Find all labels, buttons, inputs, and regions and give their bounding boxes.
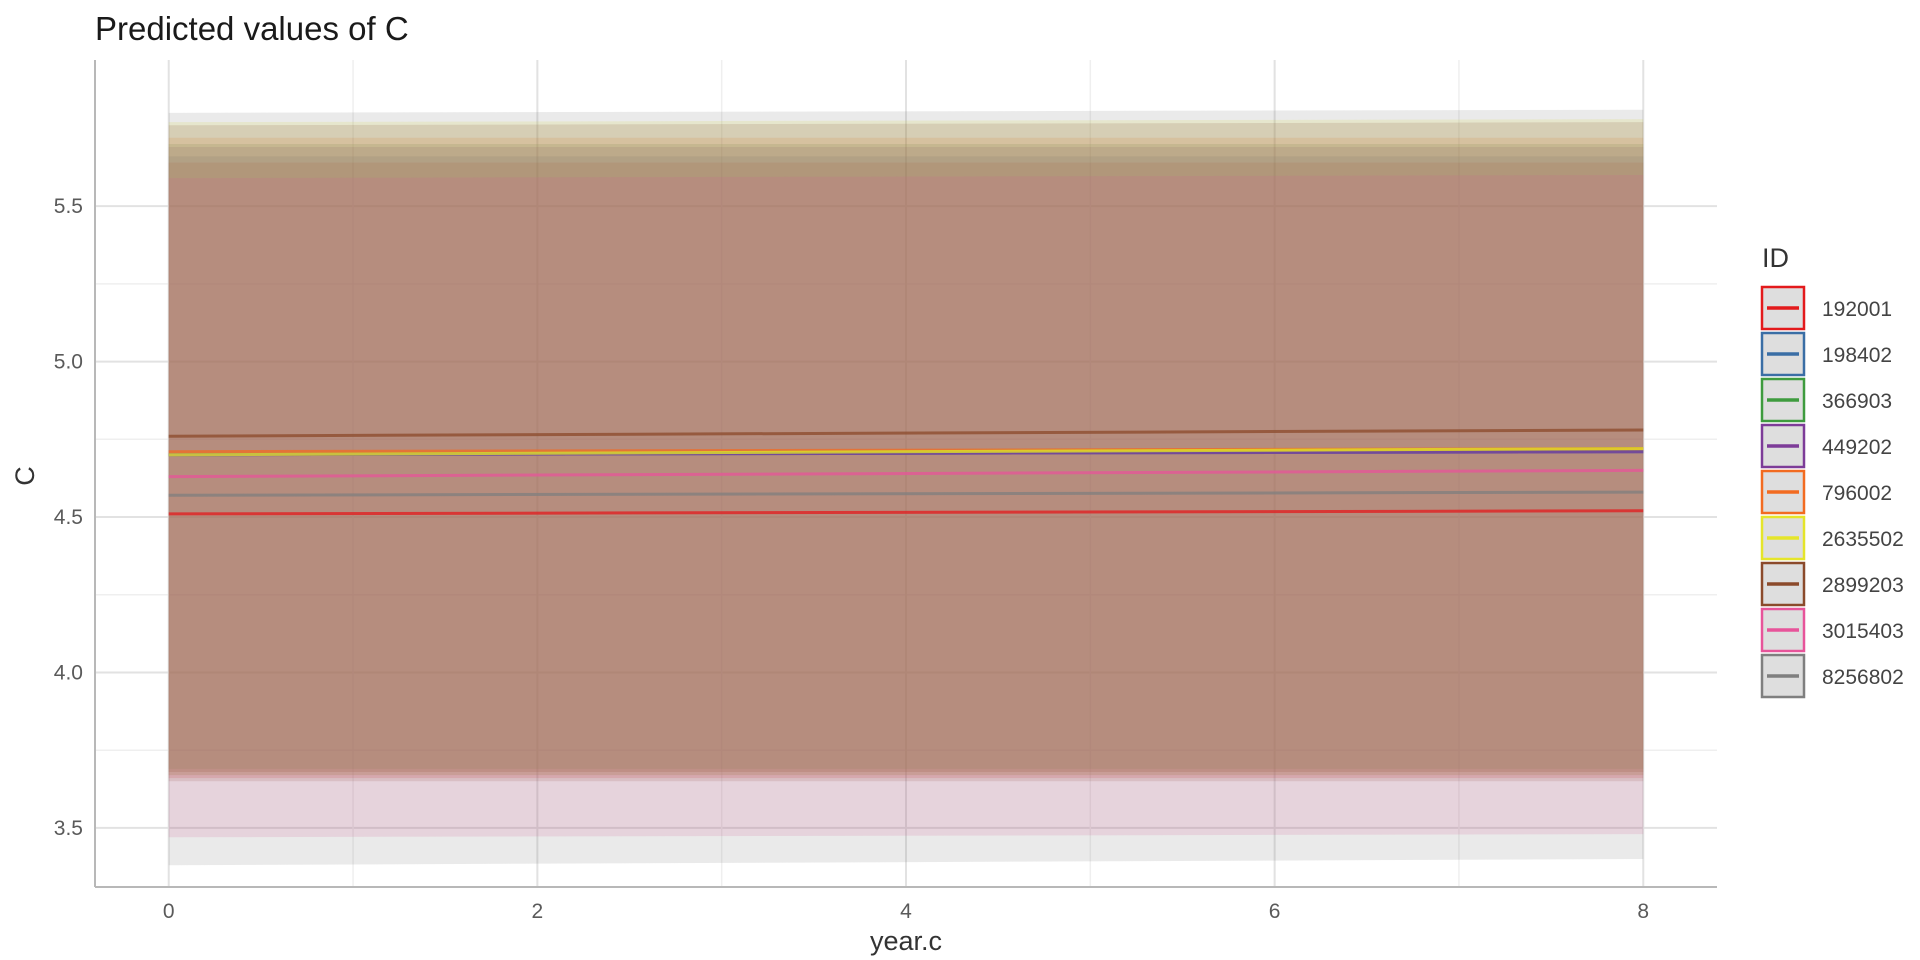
y-axis-label: C bbox=[10, 466, 40, 486]
y-tick-label: 5.0 bbox=[54, 351, 83, 374]
line-2635502 bbox=[168, 447, 1644, 457]
ribbon-192001 bbox=[168, 162, 1644, 779]
legend-item-3015403: 3015403 bbox=[1760, 607, 1904, 653]
ribbon-449202 bbox=[168, 147, 1644, 776]
ribbon-366903 bbox=[168, 143, 1644, 769]
x-tick-label: 6 bbox=[1269, 900, 1281, 923]
legend-label: 198402 bbox=[1822, 344, 1892, 367]
line-192001 bbox=[168, 509, 1644, 516]
y-tick-label: 4.0 bbox=[54, 661, 83, 684]
ribbon-2635502 bbox=[168, 119, 1644, 776]
y-tick-label: 3.5 bbox=[54, 817, 83, 840]
line-8256802 bbox=[168, 490, 1644, 497]
legend-title: ID bbox=[1762, 243, 1789, 273]
legend: ID 192001 198402 366903 449202 796002 2635502… bbox=[1760, 243, 1904, 699]
legend-item-2899203: 2899203 bbox=[1760, 561, 1904, 607]
legend-item-192001: 192001 bbox=[1760, 285, 1892, 331]
line-3015403 bbox=[168, 468, 1644, 479]
ribbon-8256802 bbox=[168, 109, 1644, 866]
confidence-ribbons bbox=[168, 109, 1644, 866]
ribbon-3015403 bbox=[168, 175, 1644, 838]
legend-item-198402: 198402 bbox=[1760, 331, 1892, 377]
legend-label: 366903 bbox=[1822, 390, 1892, 413]
legend-label: 2635502 bbox=[1822, 528, 1904, 551]
axes bbox=[94, 60, 1717, 888]
ribbon-198402 bbox=[168, 156, 1644, 772]
x-tick-label: 4 bbox=[900, 900, 912, 923]
ribbon-796002 bbox=[168, 137, 1644, 772]
legend-label: 449202 bbox=[1822, 436, 1892, 459]
x-tick-label: 2 bbox=[532, 900, 544, 923]
legend-item-366903: 366903 bbox=[1760, 377, 1892, 423]
y-tick-label: 4.5 bbox=[54, 506, 83, 529]
legend-item-449202: 449202 bbox=[1760, 423, 1892, 469]
legend-item-2635502: 2635502 bbox=[1760, 515, 1904, 561]
x-axis-label: year.c bbox=[870, 926, 942, 956]
line-2899203 bbox=[168, 428, 1644, 438]
legend-label: 2899203 bbox=[1822, 574, 1904, 597]
legend-label: 796002 bbox=[1822, 482, 1892, 505]
series-lines bbox=[168, 428, 1644, 516]
y-tick-label: 5.5 bbox=[54, 195, 83, 218]
legend-item-8256802: 8256802 bbox=[1760, 653, 1904, 699]
legend-item-796002: 796002 bbox=[1760, 469, 1892, 515]
tick-labels: 0 2 4 6 8 3.5 4.0 4.5 5.0 5.5 bbox=[54, 195, 1649, 923]
legend-label: 8256802 bbox=[1822, 666, 1904, 689]
chart-title: Predicted values of C bbox=[95, 10, 409, 47]
x-tick-label: 8 bbox=[1637, 900, 1649, 923]
x-tick-label: 0 bbox=[163, 900, 175, 923]
legend-label: 3015403 bbox=[1822, 620, 1904, 643]
legend-label: 192001 bbox=[1822, 298, 1892, 321]
